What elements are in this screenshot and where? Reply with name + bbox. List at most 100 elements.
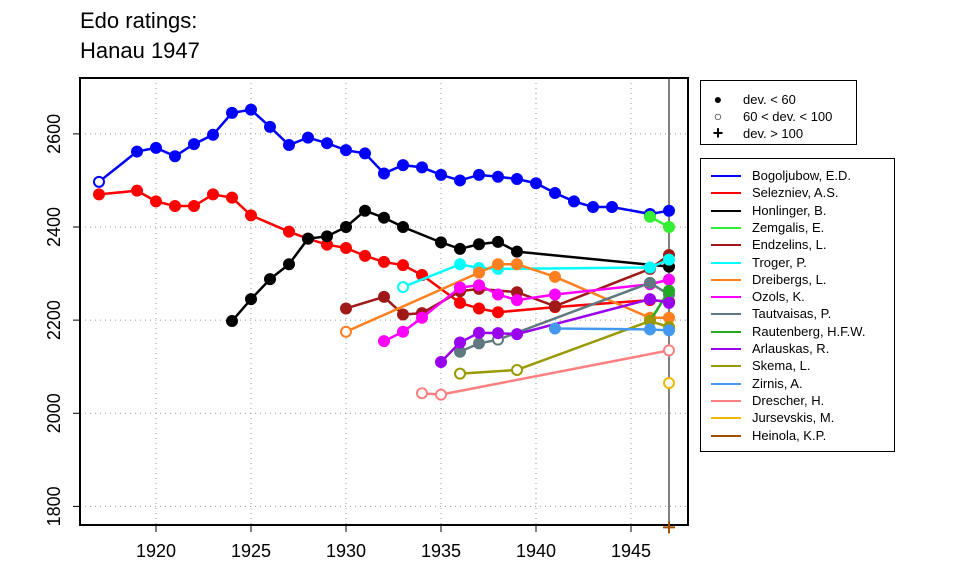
data-point <box>416 161 428 174</box>
player-legend-label: Zirnis, A. <box>752 375 803 391</box>
data-point <box>435 236 447 249</box>
legend-line-swatch <box>711 313 741 316</box>
player-legend-label: Drescher, H. <box>752 392 825 408</box>
x-tick-label: 1920 <box>136 541 176 561</box>
series-line-ozols-k <box>383 278 670 343</box>
player-legend-label: Tautvaisas, P. <box>752 306 832 322</box>
data-point <box>492 288 504 301</box>
player-legend-label: Arlauskas, R. <box>752 341 830 356</box>
player-legend-item: Heinola, K.P. <box>701 427 891 444</box>
player-legend-label: Honlinger, B. <box>752 202 827 218</box>
data-point <box>302 232 314 245</box>
data-point <box>264 273 276 286</box>
legend-line-swatch <box>711 382 741 385</box>
data-point <box>473 302 485 315</box>
series-line-skema-l <box>459 319 670 375</box>
data-point <box>663 324 675 337</box>
data-point <box>511 294 523 307</box>
data-point <box>663 296 675 309</box>
legend-line-swatch <box>711 278 741 281</box>
data-point <box>397 221 409 233</box>
player-legend-label: Dreibergs, L. <box>752 271 827 287</box>
data-point <box>644 261 656 274</box>
data-point <box>473 326 485 339</box>
data-point <box>131 145 143 158</box>
data-point <box>378 290 390 303</box>
data-point <box>549 300 561 313</box>
data-point <box>454 367 466 380</box>
player-legend-item: Endzelins, L. <box>701 236 891 253</box>
deviation-legend-label: 60 < dev. < 100 <box>743 109 833 124</box>
data-point <box>150 195 162 208</box>
data-point <box>454 336 466 349</box>
data-point <box>454 174 466 187</box>
player-legend-item: Dreibergs, L. <box>701 271 891 288</box>
legend-line-swatch <box>711 434 741 437</box>
y-tick-label: 2200 <box>44 300 64 340</box>
data-point <box>93 175 105 188</box>
legend-line-swatch <box>711 348 741 350</box>
data-point <box>283 258 295 271</box>
legend-line-swatch <box>711 365 741 368</box>
data-point <box>606 200 618 213</box>
data-point <box>492 258 504 271</box>
data-point <box>663 284 675 297</box>
data-point <box>359 249 371 262</box>
deviation-legend-label: dev. < 60 <box>743 92 796 107</box>
x-tick-label: 1935 <box>421 541 461 561</box>
y-tick-label: 2400 <box>44 207 64 247</box>
data-point <box>549 187 561 200</box>
x-tick-label: 1940 <box>516 541 556 561</box>
player-legend-item: Ozols, K. <box>701 288 891 305</box>
player-legend-label: Skema, L. <box>752 358 811 374</box>
data-point <box>359 204 371 217</box>
data-point <box>492 327 504 340</box>
data-point <box>492 170 504 183</box>
x-tick-label: 1930 <box>326 541 366 561</box>
data-point <box>549 322 561 335</box>
data-point <box>416 311 428 324</box>
data-point <box>378 335 390 348</box>
data-point <box>663 221 675 233</box>
data-point <box>340 144 352 157</box>
data-point <box>549 288 561 301</box>
series-line-selezniev-a-s <box>98 189 670 314</box>
series-line-honlinger-b <box>231 209 670 322</box>
legend-line-swatch <box>711 244 741 247</box>
data-point <box>416 387 428 400</box>
legend-line-swatch <box>711 192 741 195</box>
legend-line-swatch <box>711 296 741 299</box>
data-point <box>340 221 352 233</box>
player-legend-label: Heinola, K.P. <box>752 427 827 443</box>
player-legend-item: Bogoljubow, E.D. <box>701 167 891 184</box>
data-point <box>169 150 181 163</box>
player-legend-label: Jursevskis, M. <box>752 410 835 426</box>
legend-line-swatch <box>711 330 741 333</box>
player-legend-label: Ozols, K. <box>752 289 805 305</box>
data-point <box>226 191 238 204</box>
data-point <box>511 328 523 341</box>
data-point <box>93 188 105 201</box>
data-point <box>473 238 485 251</box>
series-line-bogoljubow-e-d <box>98 108 670 216</box>
data-point <box>226 106 238 119</box>
data-point <box>397 281 409 294</box>
data-point <box>245 103 257 116</box>
data-point <box>454 258 466 271</box>
data-point <box>644 293 656 306</box>
data-point <box>397 308 409 321</box>
player-legend-item: Tautvaisas, P. <box>701 305 891 322</box>
player-legend-label: Endzelins, L. <box>752 237 827 253</box>
data-point <box>435 168 447 181</box>
data-point <box>454 242 466 255</box>
data-point <box>207 128 219 141</box>
player-legend-label: Troger, P. <box>752 254 807 270</box>
data-point <box>473 337 485 350</box>
data-point <box>188 138 200 151</box>
data-point <box>511 363 523 376</box>
series-line-endzelins-l <box>345 253 670 316</box>
player-legend-label: Rautenberg, H.F.W. <box>752 323 866 339</box>
data-point <box>454 296 466 309</box>
deviation-legend-item: + dev. > 100 <box>701 124 851 142</box>
